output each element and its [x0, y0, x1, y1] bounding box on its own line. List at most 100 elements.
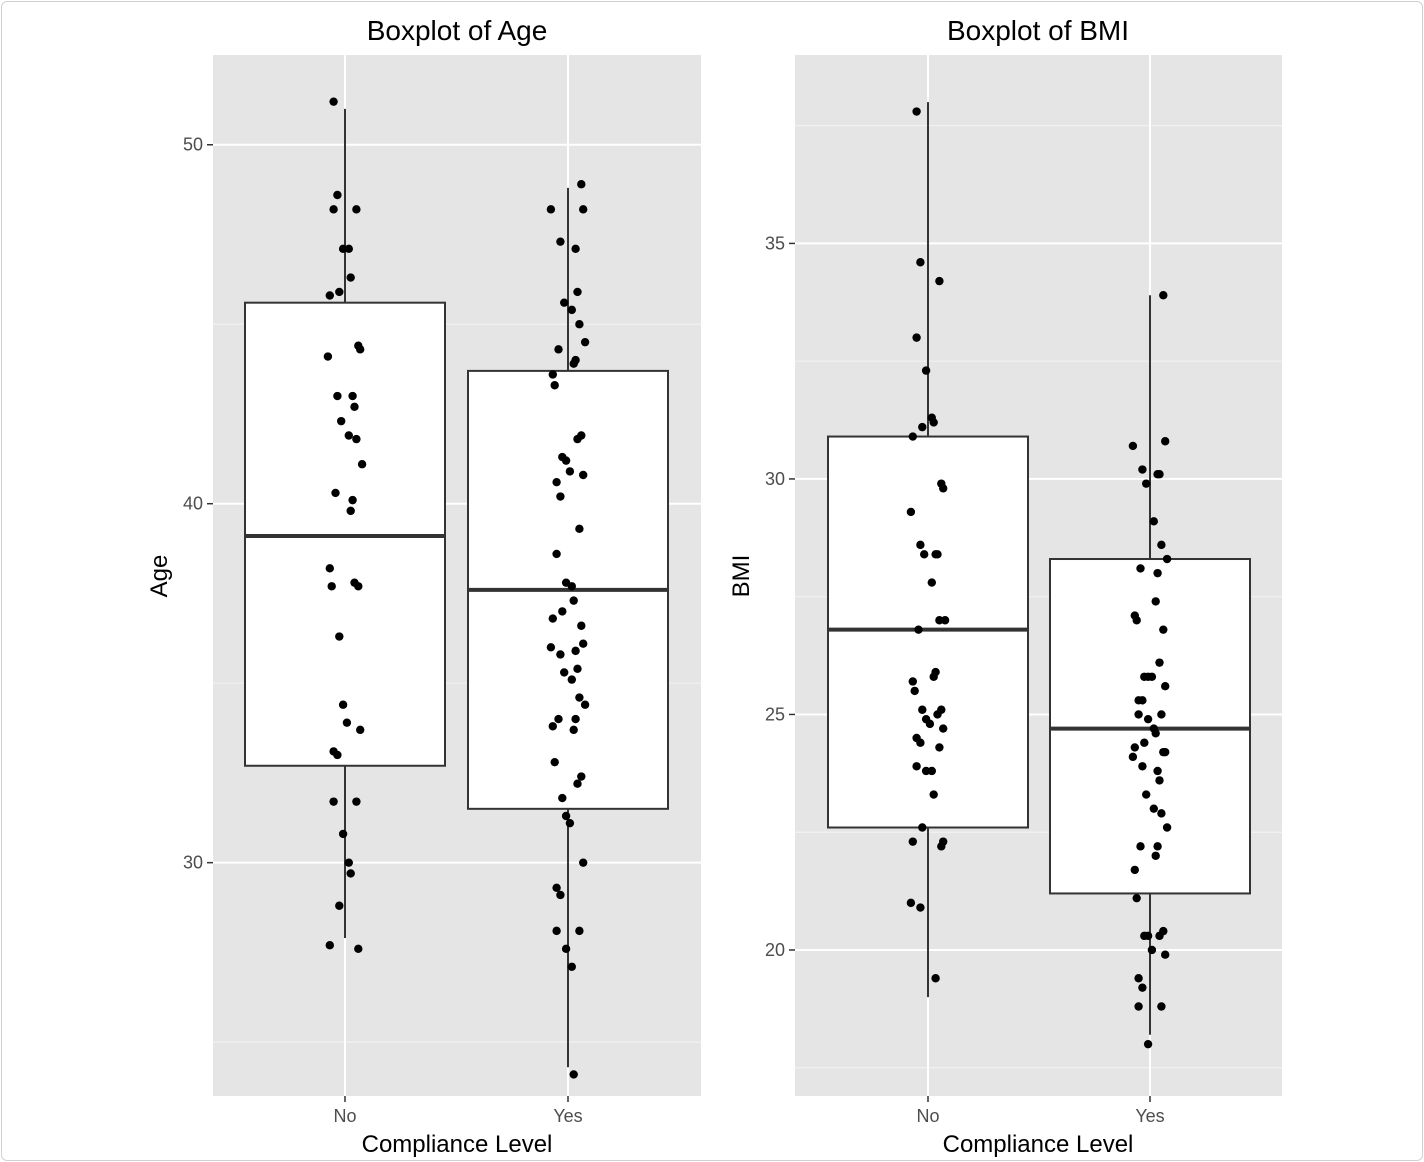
bmi-data-point-yes	[1132, 616, 1141, 625]
bmi-data-point-yes	[1151, 851, 1160, 860]
age-data-point-no	[329, 205, 338, 214]
bmi-data-point-no	[939, 837, 948, 846]
bmi-box-no	[827, 435, 1029, 829]
age-data-point-no	[333, 391, 342, 401]
age-data-point-yes	[554, 714, 563, 724]
bmi-data-point-yes	[1159, 625, 1168, 634]
age-data-point-yes	[556, 650, 565, 659]
bmi-data-point-no	[908, 837, 917, 846]
bmi-data-point-no	[931, 974, 940, 983]
age-x-axis-label: Compliance Level	[362, 1131, 553, 1158]
age-data-point-yes	[569, 1070, 578, 1079]
age-data-point-no	[325, 564, 334, 573]
age-data-point-no	[335, 632, 344, 641]
age-data-point-yes	[552, 926, 561, 936]
age-y-tick-label: 40	[183, 494, 203, 514]
bmi-data-point-no	[908, 677, 917, 686]
age-data-point-yes	[573, 664, 582, 674]
bmi-x-tick-label-yes: Yes	[1135, 1106, 1164, 1126]
bmi-x-tick-label-no: No	[916, 1106, 939, 1126]
age-data-point-yes	[569, 725, 578, 735]
age-data-point-yes	[575, 693, 584, 702]
age-data-point-yes	[577, 621, 586, 630]
age-data-point-yes	[552, 477, 561, 487]
bmi-data-point-yes	[1128, 752, 1138, 762]
age-data-point-no	[354, 944, 363, 954]
bmi-data-point-no	[939, 484, 948, 493]
age-data-point-no	[338, 829, 348, 839]
age-data-point-no	[346, 506, 355, 516]
age-data-point-yes	[580, 700, 590, 709]
age-data-point-yes	[560, 668, 569, 677]
bmi-data-point-no	[927, 766, 936, 776]
age-data-point-yes	[548, 722, 557, 731]
bmi-data-point-yes	[1142, 479, 1151, 488]
age-data-point-no	[352, 797, 361, 806]
age-data-point-no	[356, 345, 365, 354]
bmi-y-axis-label: BMI	[728, 555, 755, 598]
bmi-data-point-yes	[1134, 1002, 1143, 1011]
age-data-point-yes	[567, 675, 576, 684]
age-data-point-yes	[573, 287, 582, 297]
bmi-data-point-yes	[1162, 554, 1172, 564]
bmi-data-point-no	[916, 540, 925, 550]
bmi-y-tick-label: 25	[765, 704, 785, 724]
age-data-point-yes	[556, 890, 565, 900]
bmi-data-point-no	[935, 276, 944, 286]
age-data-point-yes	[579, 858, 588, 867]
bmi-data-point-no	[918, 705, 927, 714]
age-data-point-no	[346, 869, 355, 878]
age-x-tick-label-yes: Yes	[553, 1106, 582, 1126]
age-data-point-no	[329, 797, 338, 806]
age-data-point-no	[352, 434, 361, 444]
bmi-data-point-yes	[1149, 804, 1159, 813]
bmi-data-point-no	[933, 710, 942, 719]
age-data-point-yes	[575, 926, 584, 936]
bmi-data-point-no	[927, 578, 936, 587]
bmi-y-tick-label: 35	[765, 233, 785, 253]
bmi-data-point-yes	[1140, 738, 1149, 747]
age-data-point-yes	[558, 793, 567, 803]
bmi-data-point-no	[920, 550, 929, 559]
bmi-y-tick-label: 30	[765, 469, 785, 489]
age-data-point-yes	[567, 305, 576, 315]
age-data-point-yes	[561, 944, 571, 954]
age-data-point-no	[346, 273, 355, 282]
age-data-point-yes	[552, 883, 561, 892]
bmi-marks	[827, 102, 1251, 1049]
bmi-data-point-no	[912, 107, 921, 116]
age-axis-ticks: 30 40 50 No Yes	[183, 135, 583, 1126]
age-data-point-yes	[579, 639, 588, 648]
age-data-point-yes	[556, 492, 565, 501]
bmi-data-point-yes	[1143, 714, 1153, 724]
age-data-point-no	[327, 582, 336, 591]
age-data-point-yes	[580, 337, 590, 347]
bmi-data-point-yes	[1153, 842, 1162, 851]
age-data-point-no	[344, 858, 353, 867]
bmi-data-point-yes	[1130, 743, 1140, 752]
age-data-point-yes	[560, 298, 569, 307]
bmi-data-point-yes	[1161, 747, 1170, 757]
bmi-data-point-yes	[1128, 441, 1138, 451]
bmi-data-point-yes	[1157, 1002, 1166, 1011]
bmi-y-tick-label: 20	[765, 940, 785, 960]
bmi-data-point-no	[918, 823, 927, 832]
bmi-data-point-no	[916, 738, 925, 747]
age-data-point-yes	[561, 811, 571, 821]
bmi-data-point-no	[929, 790, 938, 799]
age-data-point-yes	[554, 345, 563, 354]
bmi-data-point-yes	[1155, 931, 1164, 941]
bmi-data-point-yes	[1138, 983, 1147, 992]
age-y-tick-label: 30	[183, 853, 203, 873]
bmi-data-point-yes	[1153, 568, 1162, 578]
age-data-point-no	[338, 700, 348, 709]
bmi-data-point-yes	[1151, 729, 1160, 738]
bmi-data-point-no	[906, 898, 916, 908]
age-data-point-yes	[571, 714, 580, 724]
age-data-point-no	[333, 190, 342, 200]
bmi-data-point-yes	[1161, 950, 1170, 959]
bmi-data-point-yes	[1157, 809, 1166, 818]
bmi-data-point-yes	[1138, 696, 1147, 705]
bmi-data-point-yes	[1162, 823, 1172, 832]
